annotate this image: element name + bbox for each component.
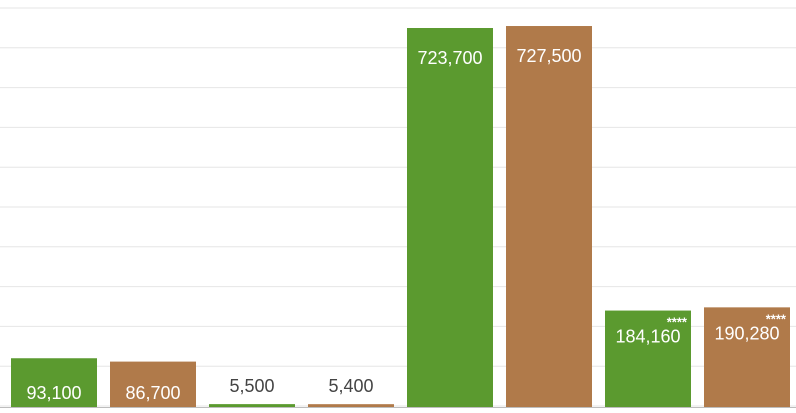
bar-brown [506, 26, 592, 407]
bar-green [209, 404, 295, 407]
bar-brown [308, 404, 394, 407]
bar-value-label: 723,700 [417, 48, 482, 68]
bar-green [11, 358, 97, 407]
bar-green [605, 310, 691, 407]
data-labels: 93,100 86,700 5,500 5,400 723,700 727,500 184,… [26, 46, 786, 403]
bar-value-label: 5,500 [229, 376, 274, 396]
bar-note-asterisks: **** [667, 315, 688, 330]
bar-value-label: 93,100 [26, 383, 81, 403]
bar-brown [110, 361, 196, 407]
bar-value-label: 190,280 [714, 323, 779, 343]
bar-note-asterisks: **** [766, 311, 787, 326]
bar-value-label: 5,400 [328, 376, 373, 396]
bar-value-label: 184,160 [615, 327, 680, 347]
bar-brown [704, 307, 790, 407]
bar-value-label: 727,500 [516, 46, 581, 66]
bar-value-label: 86,700 [125, 383, 180, 403]
bar-green [407, 28, 493, 408]
bars [11, 26, 790, 408]
